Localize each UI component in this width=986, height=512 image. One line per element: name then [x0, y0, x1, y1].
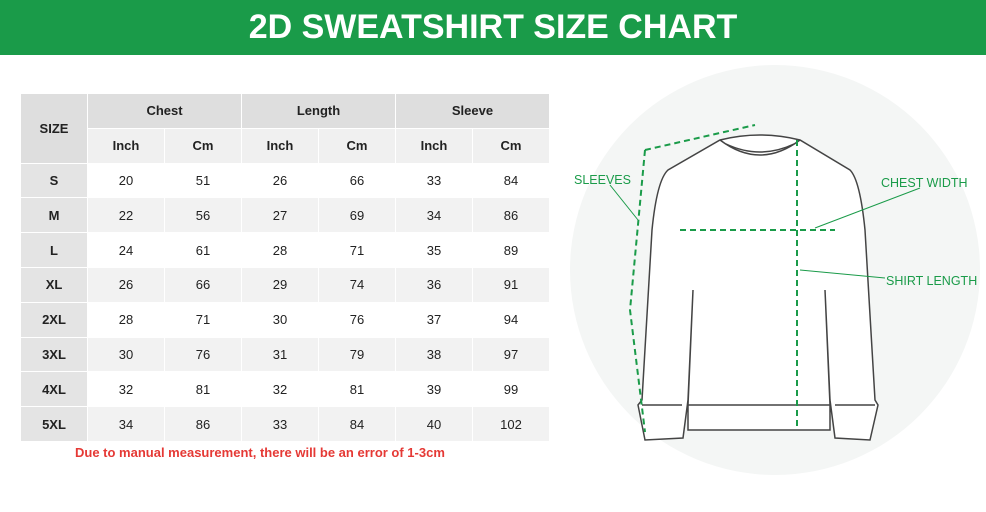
sweatshirt-diagram: SLEEVES CHEST WIDTH SHIRT LENGTH [570, 65, 980, 475]
label: CHEST WIDTH [881, 176, 968, 190]
table-cell: 20 [87, 162, 165, 199]
table-cell: 29 [241, 266, 319, 303]
table-cell: 35 [395, 232, 473, 268]
table-cell: 56 [164, 197, 242, 234]
table-cell: M [20, 197, 88, 234]
table-cell: 5XL [20, 406, 88, 442]
table-cell: 84 [472, 162, 550, 199]
table-cell: Chest [87, 93, 242, 129]
table-row: S 20 51 26 66 33 84 [20, 162, 550, 199]
measure-lines [628, 124, 835, 433]
table-cell: 71 [318, 232, 396, 268]
table-cell: 33 [241, 406, 319, 442]
table-cell: 97 [472, 336, 550, 373]
table-cell: 84 [318, 406, 396, 442]
table-cell: 28 [87, 301, 165, 338]
table-cell: 79 [318, 336, 396, 373]
table-cell: 102 [472, 406, 550, 442]
label: SHIRT LENGTH [886, 274, 977, 288]
table-cell: 32 [241, 371, 319, 408]
table-cell: 94 [472, 301, 550, 338]
table-cell: Cm [318, 127, 396, 164]
table-cell: 31 [241, 336, 319, 373]
table-cell: 28 [241, 232, 319, 268]
table-cell: 69 [318, 197, 396, 234]
table-cell: 22 [87, 197, 165, 234]
table-cell: 81 [318, 371, 396, 408]
table-cell: XL [20, 266, 88, 303]
table-row: 2XL 28 71 30 76 37 94 [20, 301, 550, 338]
table-row: L 24 61 28 71 35 89 [20, 232, 550, 268]
table-cell: 61 [164, 232, 242, 268]
table-cell: 37 [395, 301, 473, 338]
table-row: 4XL 32 81 32 81 39 99 [20, 371, 550, 408]
table-cell: 91 [472, 266, 550, 303]
size-table: SIZE Chest Length Sleeve Inch Cm Inch Cm Inch Cm S… [20, 93, 550, 442]
table-row: M 22 56 27 69 34 86 [20, 197, 550, 234]
label: SLEEVES [574, 173, 631, 187]
table-cell: 51 [164, 162, 242, 199]
table-cell: 26 [241, 162, 319, 199]
table-cell: 71 [164, 301, 242, 338]
table-cell: 36 [395, 266, 473, 303]
table-cell: 99 [472, 371, 550, 408]
table-cell: Inch [87, 127, 165, 164]
table-row: XL 26 66 29 74 36 91 [20, 266, 550, 303]
title: 2D SWEATSHIRT SIZE CHART [0, 0, 986, 55]
sweatshirt [637, 134, 879, 441]
table-cell: 76 [318, 301, 396, 338]
table-row: Inch Cm Inch Cm Inch Cm [21, 127, 550, 164]
table-cell: 24 [87, 232, 165, 268]
table-cell: 32 [87, 371, 165, 408]
table-cell: Inch [241, 127, 319, 164]
table-row: 3XL 30 76 31 79 38 97 [20, 336, 550, 373]
table-cell: 76 [164, 336, 242, 373]
table-cell: SIZE [20, 93, 88, 164]
table-cell: 27 [241, 197, 319, 234]
table-cell: 81 [164, 371, 242, 408]
table-cell: 66 [318, 162, 396, 199]
table-cell: 34 [87, 406, 165, 442]
table-cell: Sleeve [395, 93, 550, 129]
table-cell: 30 [241, 301, 319, 338]
table-cell: 74 [318, 266, 396, 303]
table-cell: 3XL [20, 336, 88, 373]
table-cell: 86 [472, 197, 550, 234]
note: Due to manual measurement, there will be… [75, 445, 445, 460]
table-row: SIZE Chest Length Sleeve [20, 93, 550, 164]
table-cell: 4XL [20, 371, 88, 408]
table-cell: 30 [87, 336, 165, 373]
table-cell: Length [241, 93, 396, 129]
table-cell: Cm [164, 127, 242, 164]
table-cell: 26 [87, 266, 165, 303]
pointer-lines [609, 184, 921, 279]
table-row: 5XL 34 86 33 84 40 102 [20, 406, 550, 442]
table-cell: 34 [395, 197, 473, 234]
table-cell: 2XL [20, 301, 88, 338]
table-cell: L [20, 232, 88, 268]
table-cell: 89 [472, 232, 550, 268]
table-cell: 66 [164, 266, 242, 303]
table-cell: Cm [472, 127, 550, 164]
table-cell: S [20, 162, 88, 199]
table-cell: Inch [395, 127, 473, 164]
table-cell: 40 [395, 406, 473, 442]
table-cell: 39 [395, 371, 473, 408]
table-cell: 38 [395, 336, 473, 373]
table-cell: 33 [395, 162, 473, 199]
table-cell: 86 [164, 406, 242, 442]
